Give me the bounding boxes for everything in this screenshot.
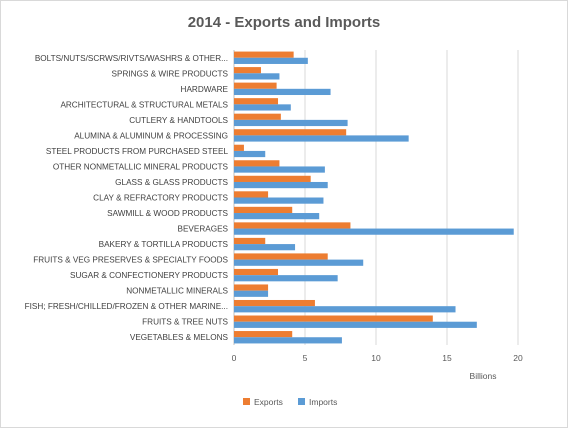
exports-bar [234,191,269,198]
imports-bar [234,166,325,173]
exports-bar [234,237,266,245]
imports-bar [234,228,514,235]
imports-bar [234,88,331,96]
category-label: VEGETABLES & MELONS [130,333,229,342]
category-label: SAWMILL & WOOD PRODUCTS [107,209,228,218]
imports-bar [234,135,409,142]
category-label: BAKERY & TORTILLA PRODUCTS [99,240,229,249]
imports-bar [234,213,320,220]
category-label: CLAY & REFRACTORY PRODUCTS [93,194,228,203]
exports-bar [234,315,433,322]
exports-bar [234,129,347,136]
exports-bar [234,222,351,229]
exports-bar [234,51,294,58]
exports-bar [234,144,244,151]
exports-bar [234,284,269,291]
legend: Exports Imports [243,397,337,407]
imports-bar [234,181,328,189]
imports-bar [234,275,338,282]
legend-swatch-imports [298,398,305,405]
x-tick-label: 20 [513,353,523,363]
category-label: ALUMINA & ALUMINUM & PROCESSING [74,131,228,140]
exports-bar [234,331,293,338]
exports-bar [234,268,279,276]
imports-bar [234,306,456,313]
imports-bar [234,337,342,344]
x-tick-label: 0 [232,353,237,363]
category-label: SPRINGS & WIRE PRODUCTS [112,69,229,78]
category-label: BOLTS/NUTS/SCRWS/RIVTS/WASHRS & OTHER... [35,54,228,63]
category-labels: BOLTS/NUTS/SCRWS/RIVTS/WASHRS & OTHER...… [25,54,229,342]
exports-bar [234,98,279,105]
bars [234,51,514,344]
imports-bar [234,290,269,297]
category-label: HARDWARE [181,85,229,94]
category-label: OTHER NONMETALLIC MINERAL PRODUCTS [53,162,229,171]
imports-bar [234,321,477,328]
exports-bar [234,160,280,167]
imports-bar [234,119,348,127]
x-axis-label: Billions [470,371,497,381]
x-tick-labels: 0 5 10 15 20 [232,353,523,363]
exports-bar [234,67,261,74]
imports-bar [234,73,280,80]
chart-title: 2014 - Exports and Imports [188,14,381,31]
category-label: FRUITS & VEG PRESERVES & SPECIALTY FOODS [33,256,228,265]
category-label: NONMETALLIC MINERALS [126,287,228,296]
exports-bar [234,253,328,260]
exports-bar [234,299,315,307]
category-label: GLASS & GLASS PRODUCTS [115,178,228,187]
category-label: STEEL PRODUCTS FROM PURCHASED STEEL [46,147,229,156]
category-label: ARCHITECTURAL & STRUCTURAL METALS [60,100,228,109]
category-label: SUGAR & CONFECTIONERY PRODUCTS [70,271,229,280]
exports-bar [234,82,277,89]
imports-bar [234,259,364,266]
imports-bar [234,57,308,64]
imports-bar [234,244,296,251]
exports-bar [234,175,311,182]
category-label: FRUITS & TREE NUTS [142,318,228,327]
category-label: CUTLERY & HANDTOOLS [129,116,228,125]
exports-bar [234,113,281,120]
imports-bar [234,104,291,111]
category-label: FISH; FRESH/CHILLED/FROZEN & OTHER MARIN… [25,302,228,311]
legend-swatch-exports [243,398,250,405]
x-tick-label: 5 [303,353,308,363]
x-tick-label: 10 [371,353,381,363]
legend-label-exports: Exports [254,397,283,407]
legend-label-imports: Imports [309,397,337,407]
imports-bar [234,150,266,158]
imports-bar [234,197,324,204]
exports-bar [234,206,293,214]
x-tick-label: 15 [442,353,452,363]
category-label: BEVERAGES [177,225,228,234]
